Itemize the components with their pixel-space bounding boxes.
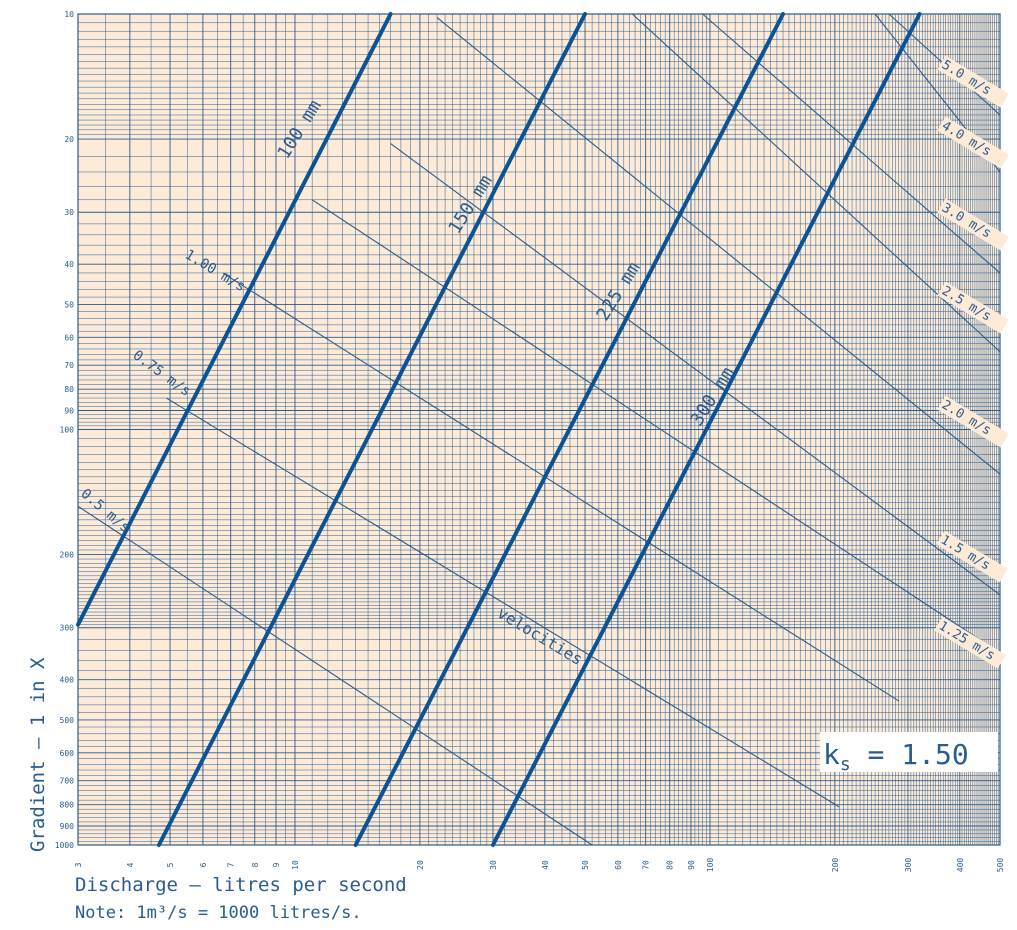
y-tick-label: 90: [64, 406, 74, 415]
y-tick-label: 30: [64, 208, 74, 217]
ks-sub: s: [840, 754, 851, 775]
y-tick-label: 400: [60, 676, 75, 685]
y-tick-label: 100: [60, 426, 75, 435]
pipe-line: [76, 12, 393, 627]
velocity-label-bg: [937, 198, 1009, 251]
x-tick-label: 40: [541, 860, 550, 870]
velocity-lines: [77, 13, 1001, 846]
x-tick-label: 90: [687, 860, 696, 870]
x-tick-label: 200: [831, 858, 840, 873]
y-tick-label: 700: [60, 777, 75, 786]
ks-label: ks = 1.50: [823, 738, 969, 775]
x-tick-label: 30: [489, 860, 498, 870]
conversion-note: Note: 1m³/s = 1000 litres/s.: [75, 903, 362, 923]
x-tick-label: 70: [642, 860, 651, 870]
y-tick-label: 900: [60, 822, 75, 831]
velocity-label-bg: [937, 395, 1009, 448]
velocity-line: [390, 143, 1001, 596]
y-tick-label: 80: [64, 385, 74, 394]
y-tick-label: 800: [60, 801, 75, 810]
x-tick-label: 60: [614, 860, 623, 870]
y-tick-label: 60: [64, 333, 74, 342]
velocity-label-bg: [934, 616, 1006, 669]
y-tick-label: 600: [60, 749, 75, 758]
x-tick-label: 500: [996, 858, 1005, 873]
velocity-label-bg: [937, 55, 1009, 108]
x-tick-label: 3: [74, 862, 83, 867]
pipe-line: [156, 12, 588, 847]
y-tick-label: 70: [64, 361, 74, 370]
pipe-line: [353, 12, 786, 847]
ks-value: = 1.50: [851, 738, 969, 771]
pipe-line: [490, 12, 922, 847]
grid: [77, 13, 1001, 846]
y-tick-label: 300: [60, 624, 75, 633]
y-tick-label: 20: [64, 135, 74, 144]
velocity-line: [436, 17, 1001, 475]
y-tick-label: 200: [60, 551, 75, 560]
velocity-label-bg: [937, 116, 1009, 169]
x-tick-label: 9: [272, 862, 281, 867]
x-tick-label: 80: [666, 860, 675, 870]
ks-box: [820, 732, 998, 772]
x-tick-label: 50: [581, 860, 590, 870]
y-tick-label: 500: [60, 716, 75, 725]
x-tick-label: 400: [956, 858, 965, 873]
y-axis-label: Gradient – 1 in X: [27, 657, 49, 852]
x-tick-label: 8: [251, 862, 260, 867]
velocity-line: [166, 397, 840, 808]
x-tick-label: 20: [416, 860, 425, 870]
x-tick-label: 4: [126, 862, 135, 867]
x-tick-label: 100: [706, 858, 715, 873]
x-tick-label: 5: [166, 862, 175, 867]
y-tick-label: 40: [64, 260, 74, 269]
x-axis-label: Discharge – litres per second: [75, 874, 407, 896]
x-tick-label: 300: [904, 858, 913, 873]
velocity-line: [311, 199, 1001, 654]
pipe-lines: [76, 12, 922, 847]
velocity-label-bg: [936, 530, 1008, 583]
velocity-line: [222, 272, 899, 702]
x-tick-label: 7: [227, 862, 236, 867]
ks-k: k: [823, 738, 840, 771]
velocity-line: [77, 505, 593, 846]
y-tick-label: 1000: [55, 841, 74, 850]
velocity-label-bg: [937, 281, 1009, 334]
x-tick-label: 10: [291, 860, 300, 870]
tick-labels: 10 20 30 40 50 60 70 80 90 100 200 300 400 500 600 700 8…: [55, 10, 1005, 872]
x-tick-label: 6: [199, 862, 208, 867]
y-tick-label: 50: [64, 300, 74, 309]
y-tick-label: 10: [64, 10, 74, 19]
